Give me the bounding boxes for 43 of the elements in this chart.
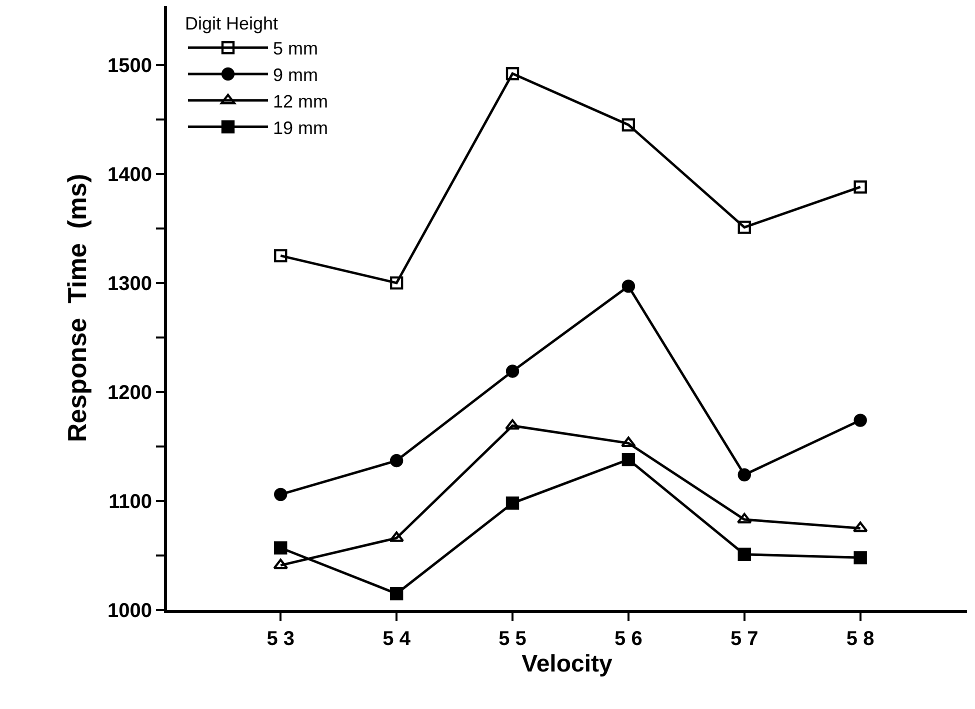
point	[854, 180, 867, 194]
y-tick-label: 1500	[108, 54, 152, 77]
x-axis-title: Velocity	[522, 650, 614, 678]
point	[390, 587, 404, 600]
x-tick-label: 5 5	[498, 628, 526, 650]
x-tick-label: 5 6	[614, 628, 642, 650]
point	[622, 280, 636, 293]
y-axis-title: Response Time (ms)	[62, 174, 92, 442]
point	[273, 558, 288, 570]
point	[622, 118, 636, 132]
point	[389, 531, 404, 542]
x-tick-label: 5 7	[730, 628, 758, 650]
point	[622, 452, 636, 466]
point	[505, 419, 520, 430]
legend-label: 5 mm	[273, 38, 318, 59]
point	[621, 436, 636, 448]
point	[736, 512, 752, 524]
y-tick-label: 1200	[108, 382, 152, 404]
point	[854, 551, 867, 564]
legend-label: 19 mm	[273, 118, 328, 138]
point	[274, 488, 288, 502]
point	[738, 220, 751, 234]
point	[506, 67, 520, 80]
x-tick-label: 5 3	[266, 628, 295, 650]
legend-title: Digit Height	[185, 13, 278, 34]
y-tick-label: 1000	[108, 600, 152, 622]
point	[852, 522, 868, 532]
point	[506, 496, 520, 510]
point	[274, 541, 288, 554]
point	[738, 548, 751, 561]
legend-label: 9 mm	[273, 65, 318, 86]
point	[390, 276, 404, 290]
y-tick-label: 1100	[108, 490, 152, 513]
x-tick-label: 5 8	[846, 628, 874, 650]
point	[854, 414, 867, 427]
point	[274, 249, 288, 262]
point	[506, 364, 520, 378]
x-tick-label: 5 4	[382, 628, 412, 650]
y-tick-label: 1400	[108, 164, 152, 186]
y-tick-label: 1300	[108, 272, 152, 295]
point	[738, 468, 751, 482]
legend-label: 12 mm	[273, 91, 328, 112]
point	[390, 454, 404, 468]
